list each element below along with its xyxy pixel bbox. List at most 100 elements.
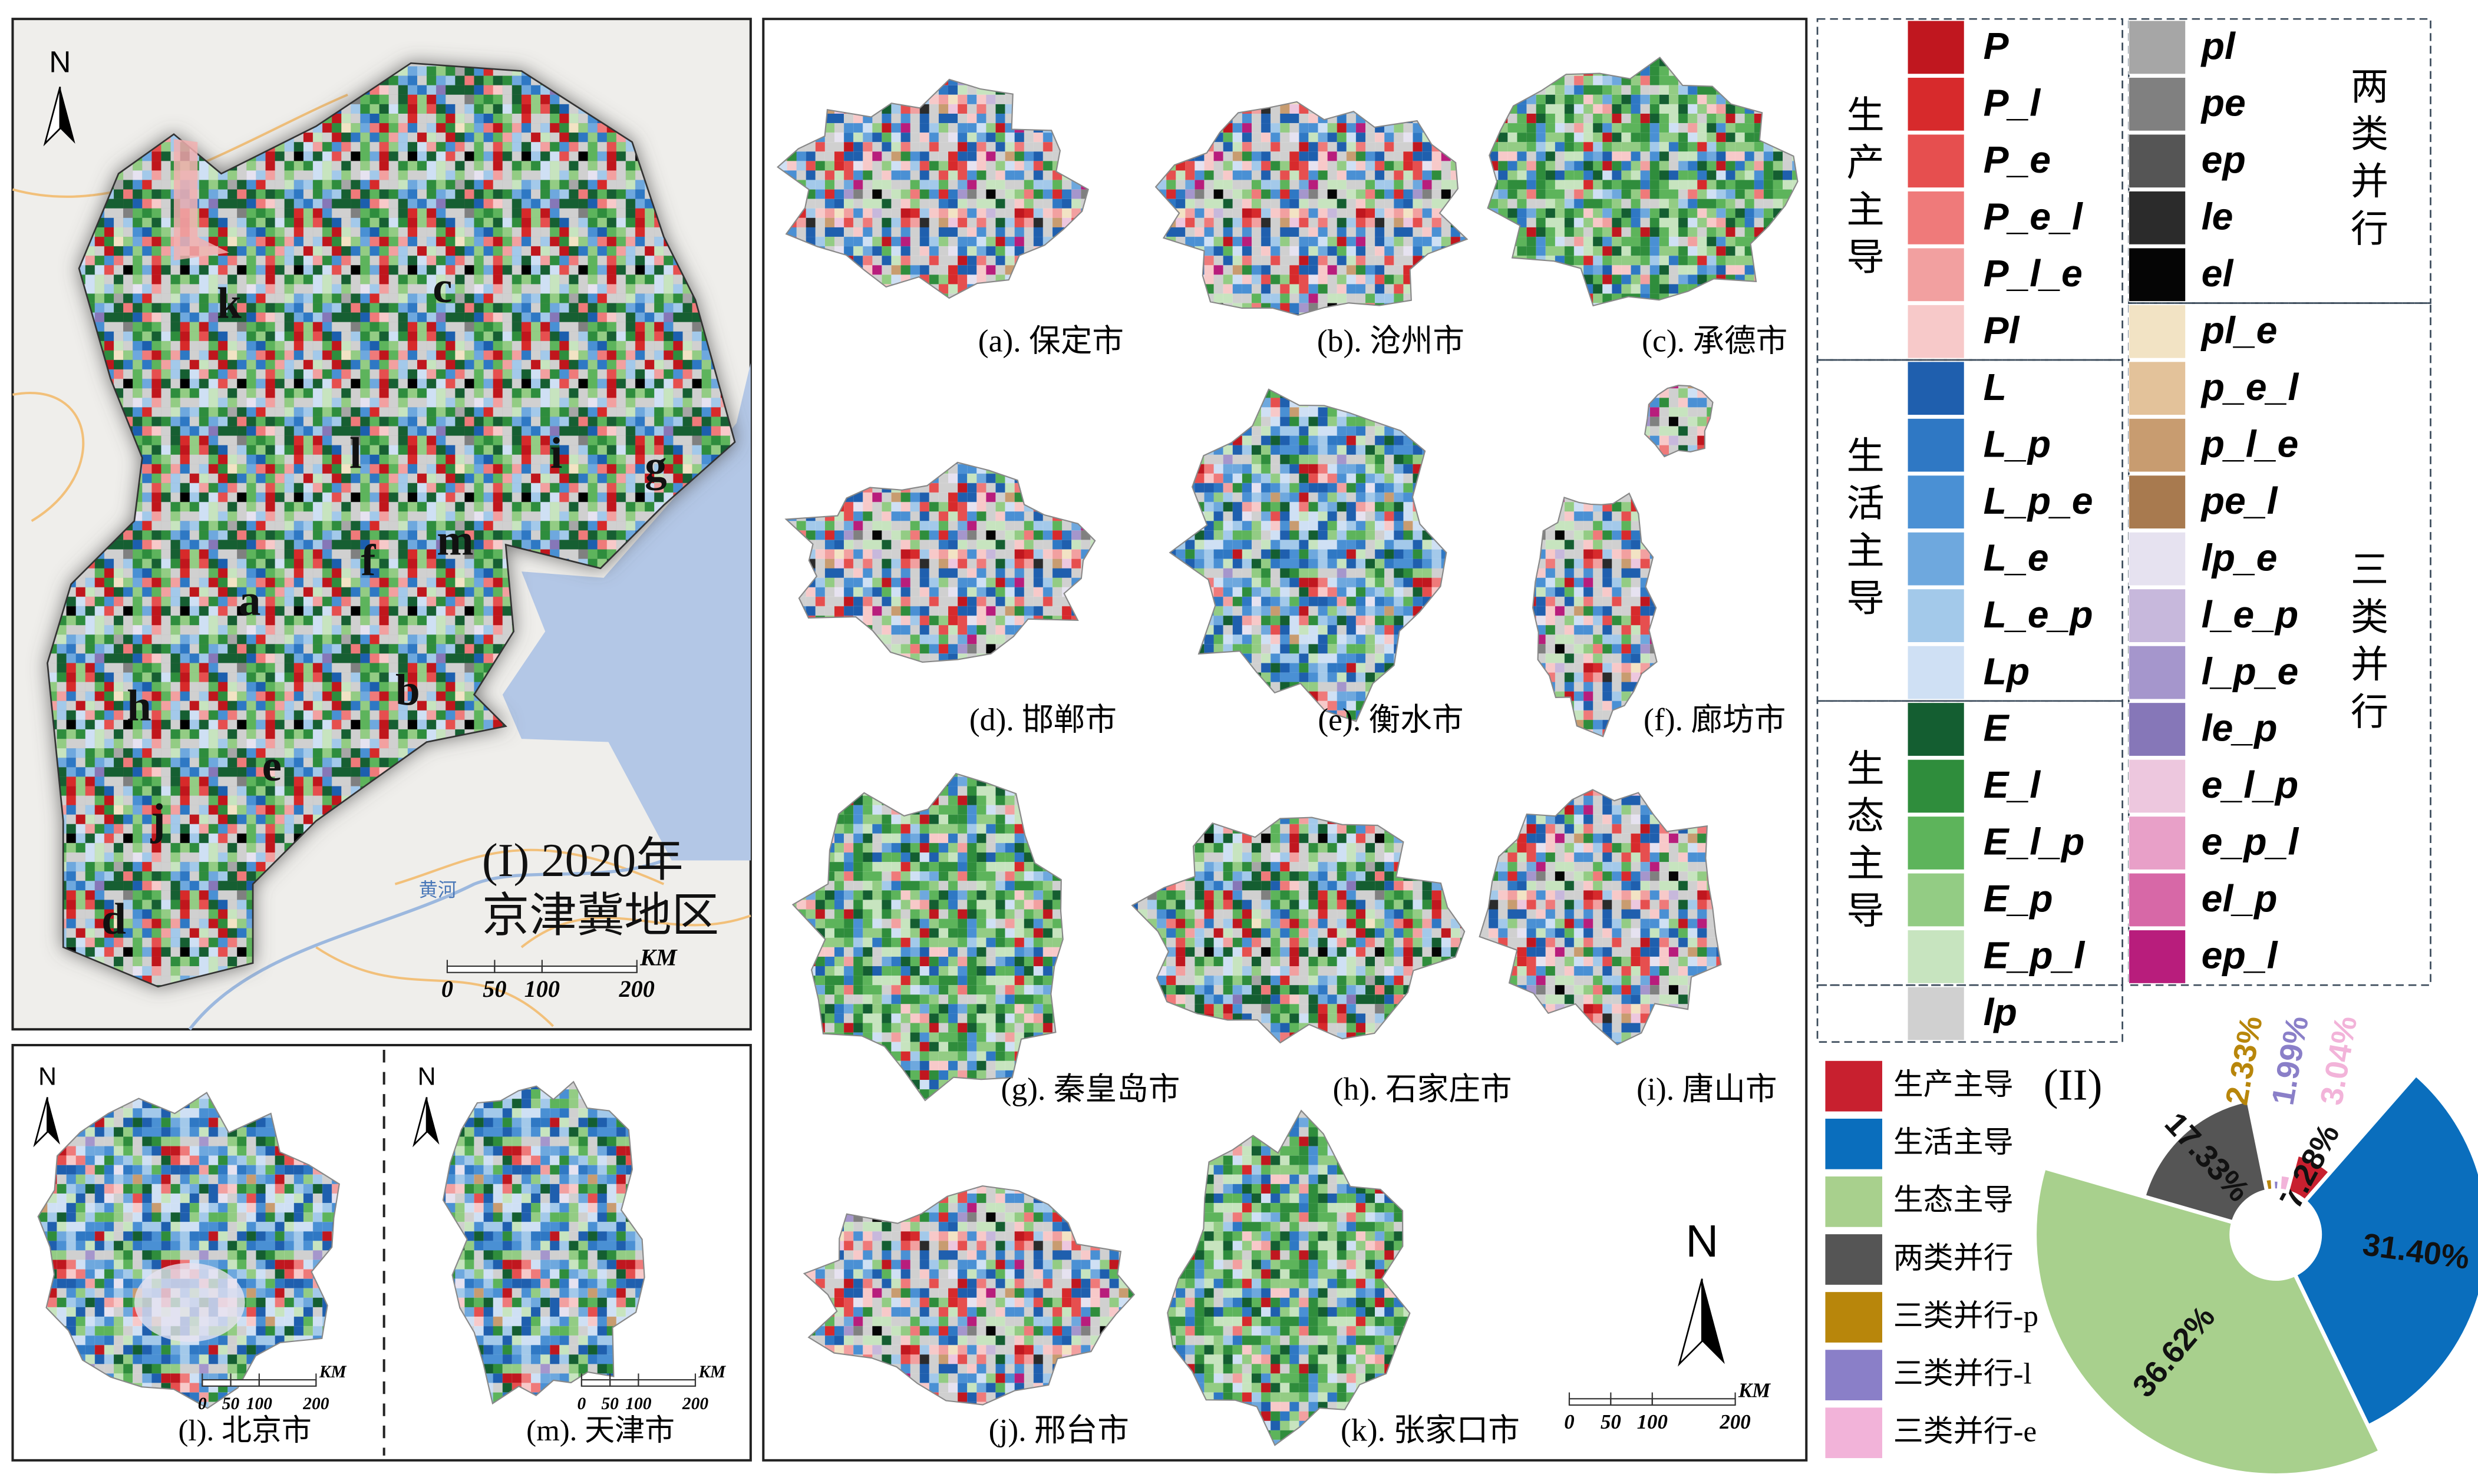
legend-code: P_l xyxy=(1984,82,2041,124)
legend-swatch xyxy=(2128,134,2186,189)
map-title: 京津冀地区 xyxy=(482,890,719,942)
scale-label: 50 xyxy=(483,976,506,1002)
region-map xyxy=(803,1185,1136,1406)
legend-swatch xyxy=(1907,872,1965,927)
legend-code: e_p_l xyxy=(2202,821,2299,863)
legend-code: pe xyxy=(2200,82,2246,124)
legend-label: 两类并行 xyxy=(1893,1242,2014,1275)
legend-swatch xyxy=(2128,418,2186,472)
scale-label: 200 xyxy=(302,1394,329,1413)
legend-swatch xyxy=(1907,702,1965,757)
legend-code: el xyxy=(2202,252,2234,295)
north-arrow xyxy=(1702,1278,1725,1364)
north-label: N xyxy=(38,1063,57,1091)
legend-swatch xyxy=(1907,361,1965,416)
urban-core xyxy=(134,1262,245,1342)
scale-segment xyxy=(1610,1398,1653,1406)
legend-code: P_l_e xyxy=(1984,252,2083,295)
scale-segment xyxy=(202,1379,232,1387)
legend-swatch xyxy=(1907,986,1965,1041)
legend-code: E_p xyxy=(1984,877,2053,920)
legend-code: E_p_l xyxy=(1984,934,2086,977)
legend-swatch xyxy=(1825,1176,1882,1227)
region-map xyxy=(1644,385,1714,458)
scale-segment xyxy=(1651,1398,1736,1406)
legend-code: ep xyxy=(2202,138,2246,181)
legend-swatch xyxy=(2128,304,2186,359)
region-map xyxy=(1487,57,1799,307)
legend-group-label: 生产主导 xyxy=(1841,95,1883,285)
legend-code: L_e_p xyxy=(1984,593,2093,636)
map-caption: (b). 沧州市 xyxy=(1317,323,1464,359)
scale-label: 50 xyxy=(222,1394,240,1413)
map-caption: (h). 石家庄市 xyxy=(1333,1072,1512,1107)
map-caption: (d). 邯郸市 xyxy=(969,702,1117,738)
legend-code: L xyxy=(1984,366,2007,408)
map-caption: (m). 天津市 xyxy=(526,1414,675,1447)
legend-label: 三类并行-e xyxy=(1893,1416,2037,1449)
legend-swatch xyxy=(1907,190,1965,246)
chart-title: (II) xyxy=(2044,1060,2103,1109)
scale-label: 50 xyxy=(1601,1410,1621,1433)
pie-slice xyxy=(2141,1098,2269,1225)
region-label: g xyxy=(645,442,667,491)
scale-unit: KM xyxy=(698,1363,727,1381)
legend-code: Lp xyxy=(1984,650,2030,692)
north-label: N xyxy=(418,1063,436,1091)
scale-label: 100 xyxy=(246,1394,272,1413)
legend-label: 三类并行-l xyxy=(1893,1357,2032,1390)
legend-swatch xyxy=(2128,929,2186,984)
scale-segment xyxy=(258,1379,317,1387)
scale-segment xyxy=(580,1379,611,1387)
legend-code: E xyxy=(1984,707,2010,749)
region-map xyxy=(442,1080,645,1405)
region-map xyxy=(776,78,1089,299)
legend-group-label: 两类并行 xyxy=(2345,67,2388,256)
region-map xyxy=(1479,789,1722,1046)
legend-swatch xyxy=(1907,418,1965,472)
legend-swatch xyxy=(1907,815,1965,871)
legend-code: le_p xyxy=(2202,707,2278,749)
legend-code: P_e_l xyxy=(1984,196,2083,238)
legend-swatch xyxy=(2128,77,2186,132)
map-caption: (e). 衡水市 xyxy=(1318,702,1463,738)
scale-label: 50 xyxy=(601,1394,619,1413)
map-caption: (k). 张家口市 xyxy=(1341,1413,1520,1448)
scale-label: 0 xyxy=(1564,1410,1574,1433)
legend-swatch xyxy=(1907,247,1965,302)
scale-label: 0 xyxy=(441,976,453,1002)
legend-group-label: 生活主导 xyxy=(1841,436,1883,626)
region-map xyxy=(37,1092,340,1409)
scale-label: 100 xyxy=(524,976,560,1002)
region-map xyxy=(47,62,736,988)
region-map xyxy=(784,461,1096,663)
region-label: j xyxy=(150,795,166,844)
scale-segment xyxy=(1568,1398,1612,1406)
scale-unit: KM xyxy=(1738,1379,1771,1402)
legend-swatch xyxy=(2128,645,2186,700)
legend-group-label: 三类并行 xyxy=(2345,550,2388,739)
legend-swatch xyxy=(1907,588,1965,643)
map-caption: (l). 北京市 xyxy=(178,1414,311,1447)
legend-swatch xyxy=(2128,759,2186,814)
region-label: e xyxy=(262,742,282,791)
scale-label: 200 xyxy=(682,1394,708,1413)
region-label: l xyxy=(349,429,362,478)
legend-code: pl_e xyxy=(2200,309,2278,351)
legend-code: E_l_p xyxy=(1984,821,2085,863)
legend-swatch xyxy=(1907,134,1965,189)
legend-swatch xyxy=(2128,815,2186,871)
legend-code: E_l xyxy=(1984,764,2041,806)
region-map xyxy=(1131,817,1466,1044)
legend-code: lp_e xyxy=(2202,536,2278,579)
legend-code: ep_l xyxy=(2202,934,2278,977)
legend-swatch xyxy=(2128,588,2186,643)
legend-swatch xyxy=(1825,1407,1882,1459)
legend-swatch xyxy=(1825,1118,1882,1169)
legend-swatch xyxy=(1825,1292,1882,1343)
region-label: b xyxy=(395,666,420,715)
region-map xyxy=(1167,1109,1411,1446)
legend-code: L_p xyxy=(1984,422,2051,465)
region-map xyxy=(173,138,229,261)
